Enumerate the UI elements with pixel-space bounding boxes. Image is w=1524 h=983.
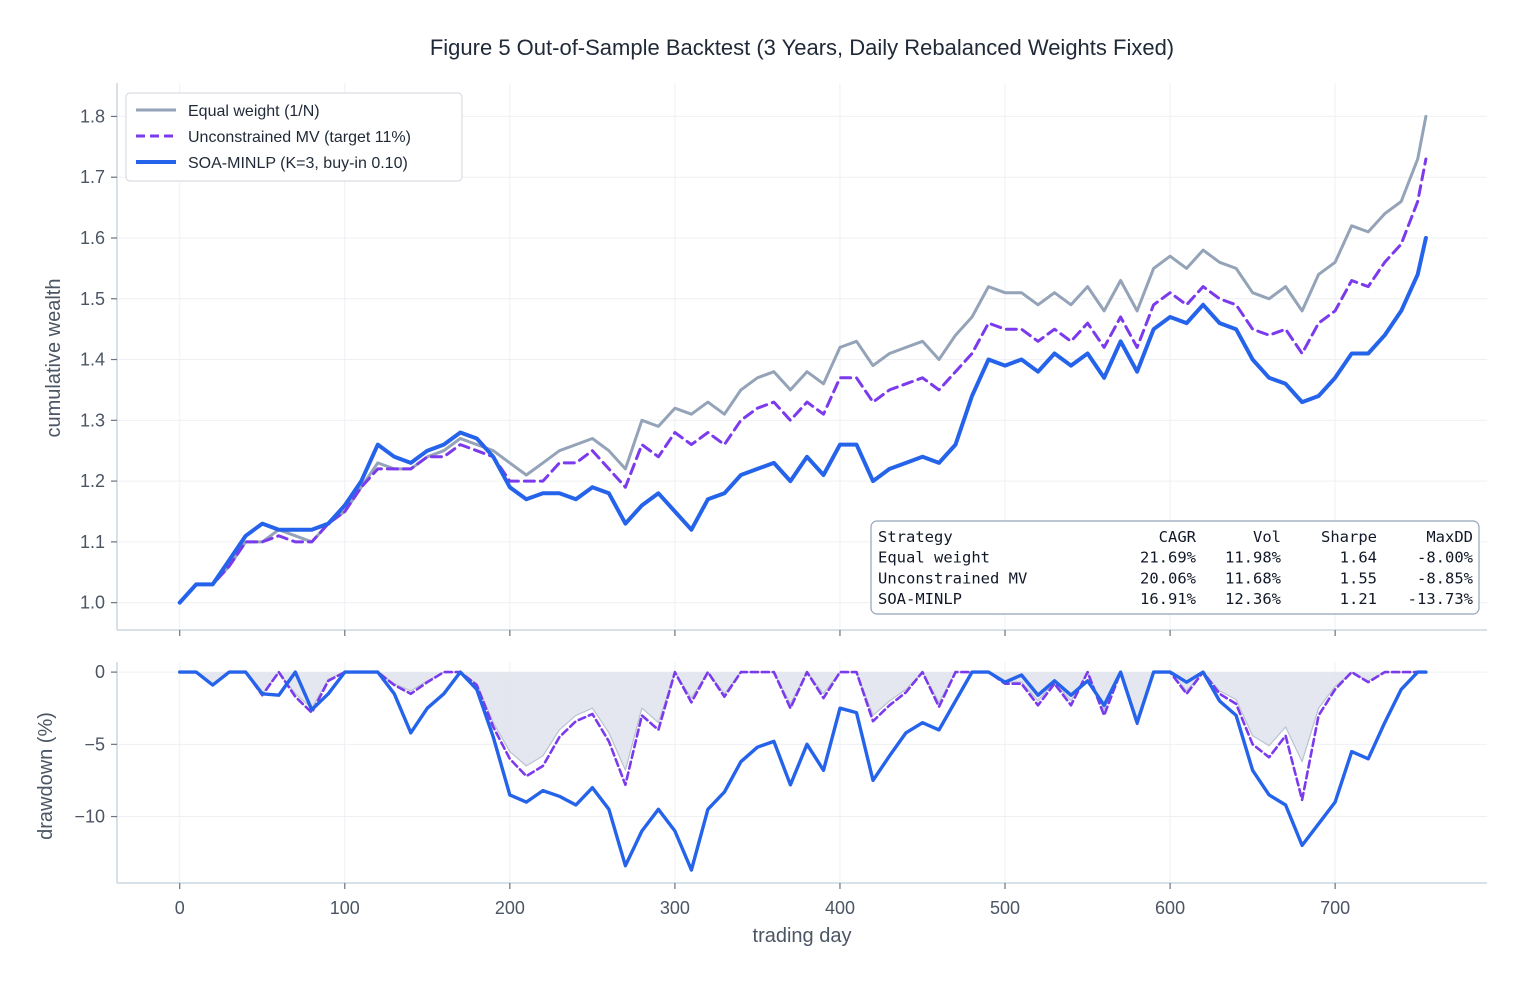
top-ytick-label-3: 1.3 bbox=[80, 410, 105, 430]
bottom-xtick-label-0: 0 bbox=[175, 898, 185, 918]
top-panel-axes: 1.0 1.1 1.2 1.3 1.4 1.5 1.6 1.7 1.8 bbox=[80, 83, 1487, 636]
top-series-line-equal-weight-1-n bbox=[178, 114, 1428, 605]
stats-table-cells: Strategy CAGR Vol Sharpe MaxDD Equal weight 21… bbox=[878, 528, 1474, 608]
stats-cell-r0-c2: Vol bbox=[1253, 528, 1281, 546]
top-ytick-label-1: 1.1 bbox=[80, 532, 105, 552]
figure-title: Figure 5 Out-of-Sample Backtest (3 Years… bbox=[430, 35, 1174, 60]
stats-cell-r0-c0: Strategy bbox=[878, 528, 953, 546]
bottom-panel-series bbox=[178, 670, 1428, 872]
legend-label-soa-minlp: SOA-MINLP (K=3, buy-in 0.10) bbox=[188, 155, 408, 172]
stats-cell-r0-c3: Sharpe bbox=[1321, 528, 1377, 546]
stats-table: Strategy CAGR Vol Sharpe MaxDD Equal weight 21… bbox=[870, 520, 1480, 615]
bottom-ytick-label-1: −5 bbox=[84, 734, 105, 754]
stats-cell-r3-c0: SOA-MINLP bbox=[878, 590, 962, 608]
bottom-series-line-soa-minlp-k-3-buy-in-0-10 bbox=[178, 670, 1428, 872]
bottom-panel-axes: 0 −5 −10 0 100 200 300 400 500 600 700 bbox=[74, 662, 1487, 918]
bottom-y-axis-label: drawdown (%) bbox=[35, 712, 57, 840]
bottom-xtick-label-5: 500 bbox=[990, 898, 1020, 918]
top-series-line-soa-minlp-k-3-buy-in-0-10 bbox=[177, 236, 1428, 605]
bottom-series-line-unconstrained-mv-target-11 bbox=[178, 670, 1428, 802]
top-ytick-label-6: 1.6 bbox=[80, 228, 105, 248]
legend-box bbox=[125, 92, 463, 182]
stats-cell-r2-c3: 1.55 bbox=[1340, 569, 1377, 587]
bottom-ytick-label-0: 0 bbox=[95, 662, 105, 682]
stats-cell-r2-c0: Unconstrained MV bbox=[878, 569, 1027, 587]
bottom-xtick-label-3: 300 bbox=[660, 898, 690, 918]
bottom-ytick-label-2: −10 bbox=[74, 807, 105, 827]
stats-cell-r3-c4: -13.73% bbox=[1408, 590, 1474, 608]
legend-label-unconstrained-mv: Unconstrained MV (target 11%) bbox=[188, 129, 411, 146]
stats-cell-r1-c3: 1.64 bbox=[1340, 549, 1377, 567]
stats-cell-r1-c0: Equal weight bbox=[878, 549, 990, 567]
stats-cell-r3-c3: 1.21 bbox=[1340, 590, 1377, 608]
top-ytick-label-2: 1.2 bbox=[80, 471, 105, 491]
stats-cell-r1-c2: 11.98% bbox=[1225, 549, 1282, 567]
bottom-xtick-label-6: 600 bbox=[1155, 898, 1185, 918]
stats-table-box bbox=[870, 520, 1480, 615]
stats-cell-r0-c4: MaxDD bbox=[1426, 528, 1473, 546]
bottom-xtick-label-1: 100 bbox=[330, 898, 360, 918]
top-ytick-label-4: 1.4 bbox=[80, 350, 105, 370]
top-series-line-unconstrained-mv-target-11 bbox=[178, 157, 1428, 605]
top-ytick-label-8: 1.8 bbox=[80, 106, 105, 126]
stats-cell-r2-c4: -8.85% bbox=[1417, 569, 1474, 587]
top-panel-series bbox=[177, 114, 1428, 605]
stats-cell-r1-c1: 21.69% bbox=[1140, 549, 1197, 567]
top-ytick-label-0: 1.0 bbox=[80, 593, 105, 613]
stats-cell-r3-c2: 12.36% bbox=[1225, 590, 1282, 608]
legend: Equal weight (1/N) Unconstrained MV (tar… bbox=[125, 92, 463, 182]
stats-cell-r2-c1: 20.06% bbox=[1140, 569, 1197, 587]
x-axis-label: trading day bbox=[753, 925, 852, 947]
bottom-xtick-label-7: 700 bbox=[1320, 898, 1350, 918]
bottom-xtick-label-2: 200 bbox=[495, 898, 525, 918]
top-ytick-label-5: 1.5 bbox=[80, 289, 105, 309]
stats-cell-r2-c2: 11.68% bbox=[1225, 569, 1282, 587]
legend-label-equal-weight: Equal weight (1/N) bbox=[188, 103, 320, 120]
bottom-xtick-label-4: 400 bbox=[825, 898, 855, 918]
stats-cell-r3-c1: 16.91% bbox=[1140, 590, 1197, 608]
stats-cell-r1-c4: -8.00% bbox=[1417, 549, 1474, 567]
top-y-axis-label: cumulative wealth bbox=[43, 279, 65, 438]
stats-cell-r0-c1: CAGR bbox=[1159, 528, 1197, 546]
top-ytick-label-7: 1.7 bbox=[80, 167, 105, 187]
bottom-drawdown-fill-equal-weight bbox=[179, 672, 1426, 771]
bottom-panel-fill bbox=[179, 672, 1426, 771]
